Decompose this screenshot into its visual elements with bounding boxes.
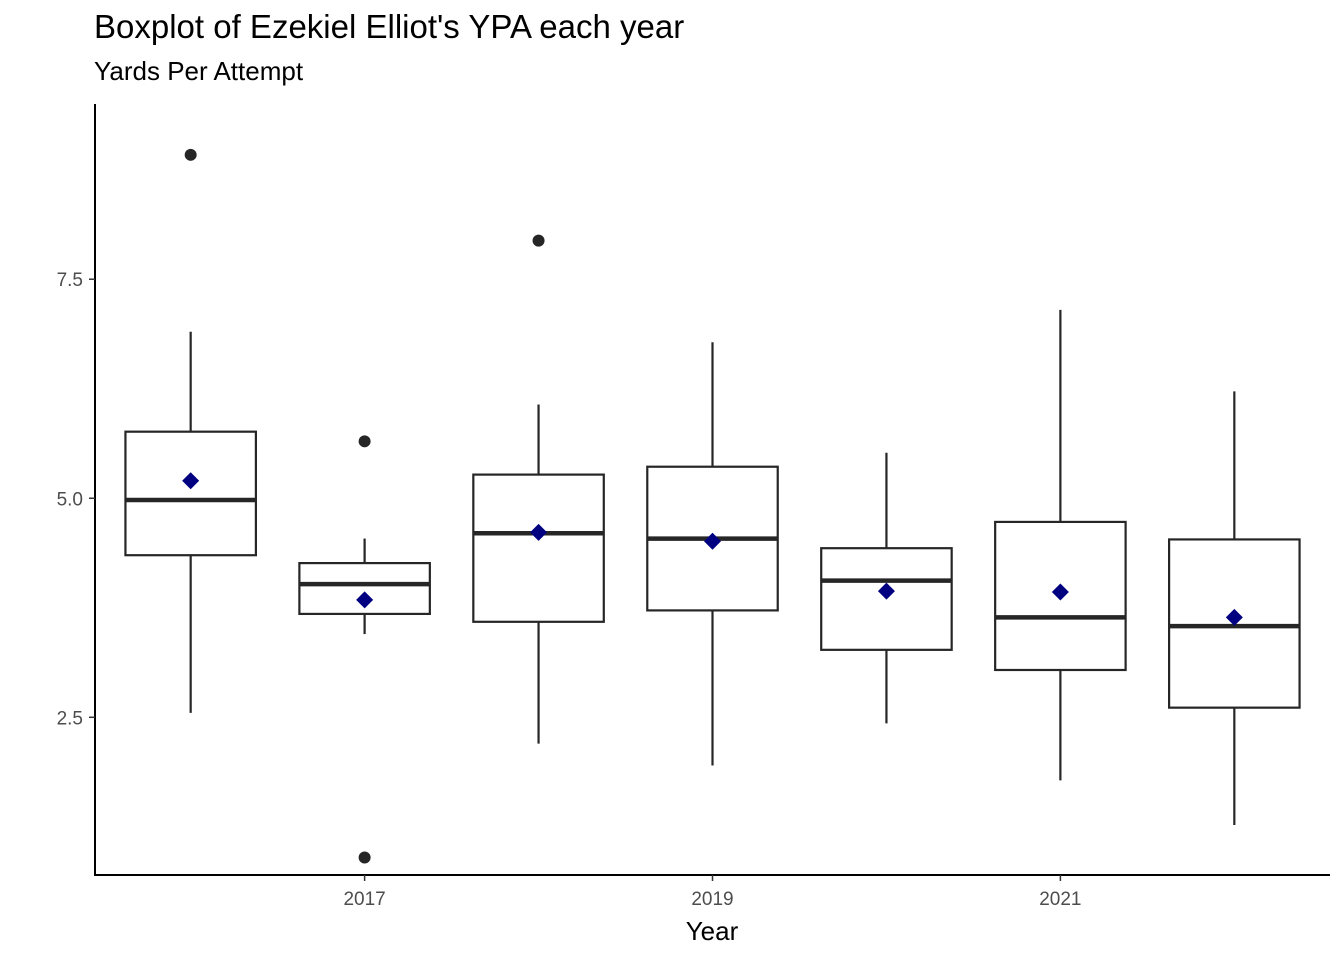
chart-subtitle: Yards Per Attempt	[94, 56, 304, 86]
x-tick-label: 2017	[343, 889, 385, 910]
mean-marker	[704, 532, 721, 550]
outlier-point	[358, 435, 371, 448]
y-ticks: 2.5 5.0 7.5	[57, 270, 95, 729]
box-group-2020	[820, 452, 953, 724]
mean-marker	[530, 523, 548, 541]
mean-marker	[1051, 583, 1069, 601]
x-tick-label: 2021	[1039, 889, 1081, 910]
chart-title: Boxplot of Ezekiel Elliot's YPA each yea…	[94, 8, 685, 45]
x-tick-label: 2019	[691, 889, 733, 910]
outlier-point	[184, 148, 197, 161]
x-ticks: 2017 2019 2021	[343, 875, 1082, 910]
outlier-point	[532, 234, 545, 247]
y-tick-label: 7.5	[57, 270, 83, 291]
iqr-box	[472, 473, 605, 623]
box-group-2019	[646, 342, 779, 766]
mean-marker	[182, 472, 200, 490]
box-group-2022	[1168, 391, 1301, 826]
box-group-2018	[472, 234, 605, 744]
mean-marker	[1225, 608, 1243, 626]
iqr-box	[124, 430, 257, 557]
x-axis-title: Year	[686, 916, 739, 946]
mean-marker	[356, 591, 374, 609]
box-group-2021	[994, 309, 1127, 781]
boxes-layer	[124, 148, 1301, 864]
box-group-2017	[298, 435, 431, 864]
y-tick-label: 2.5	[57, 708, 83, 729]
mean-marker	[877, 582, 895, 600]
box-group-2016	[124, 148, 257, 713]
y-tick-label: 5.0	[57, 489, 83, 510]
outlier-point	[358, 851, 371, 864]
